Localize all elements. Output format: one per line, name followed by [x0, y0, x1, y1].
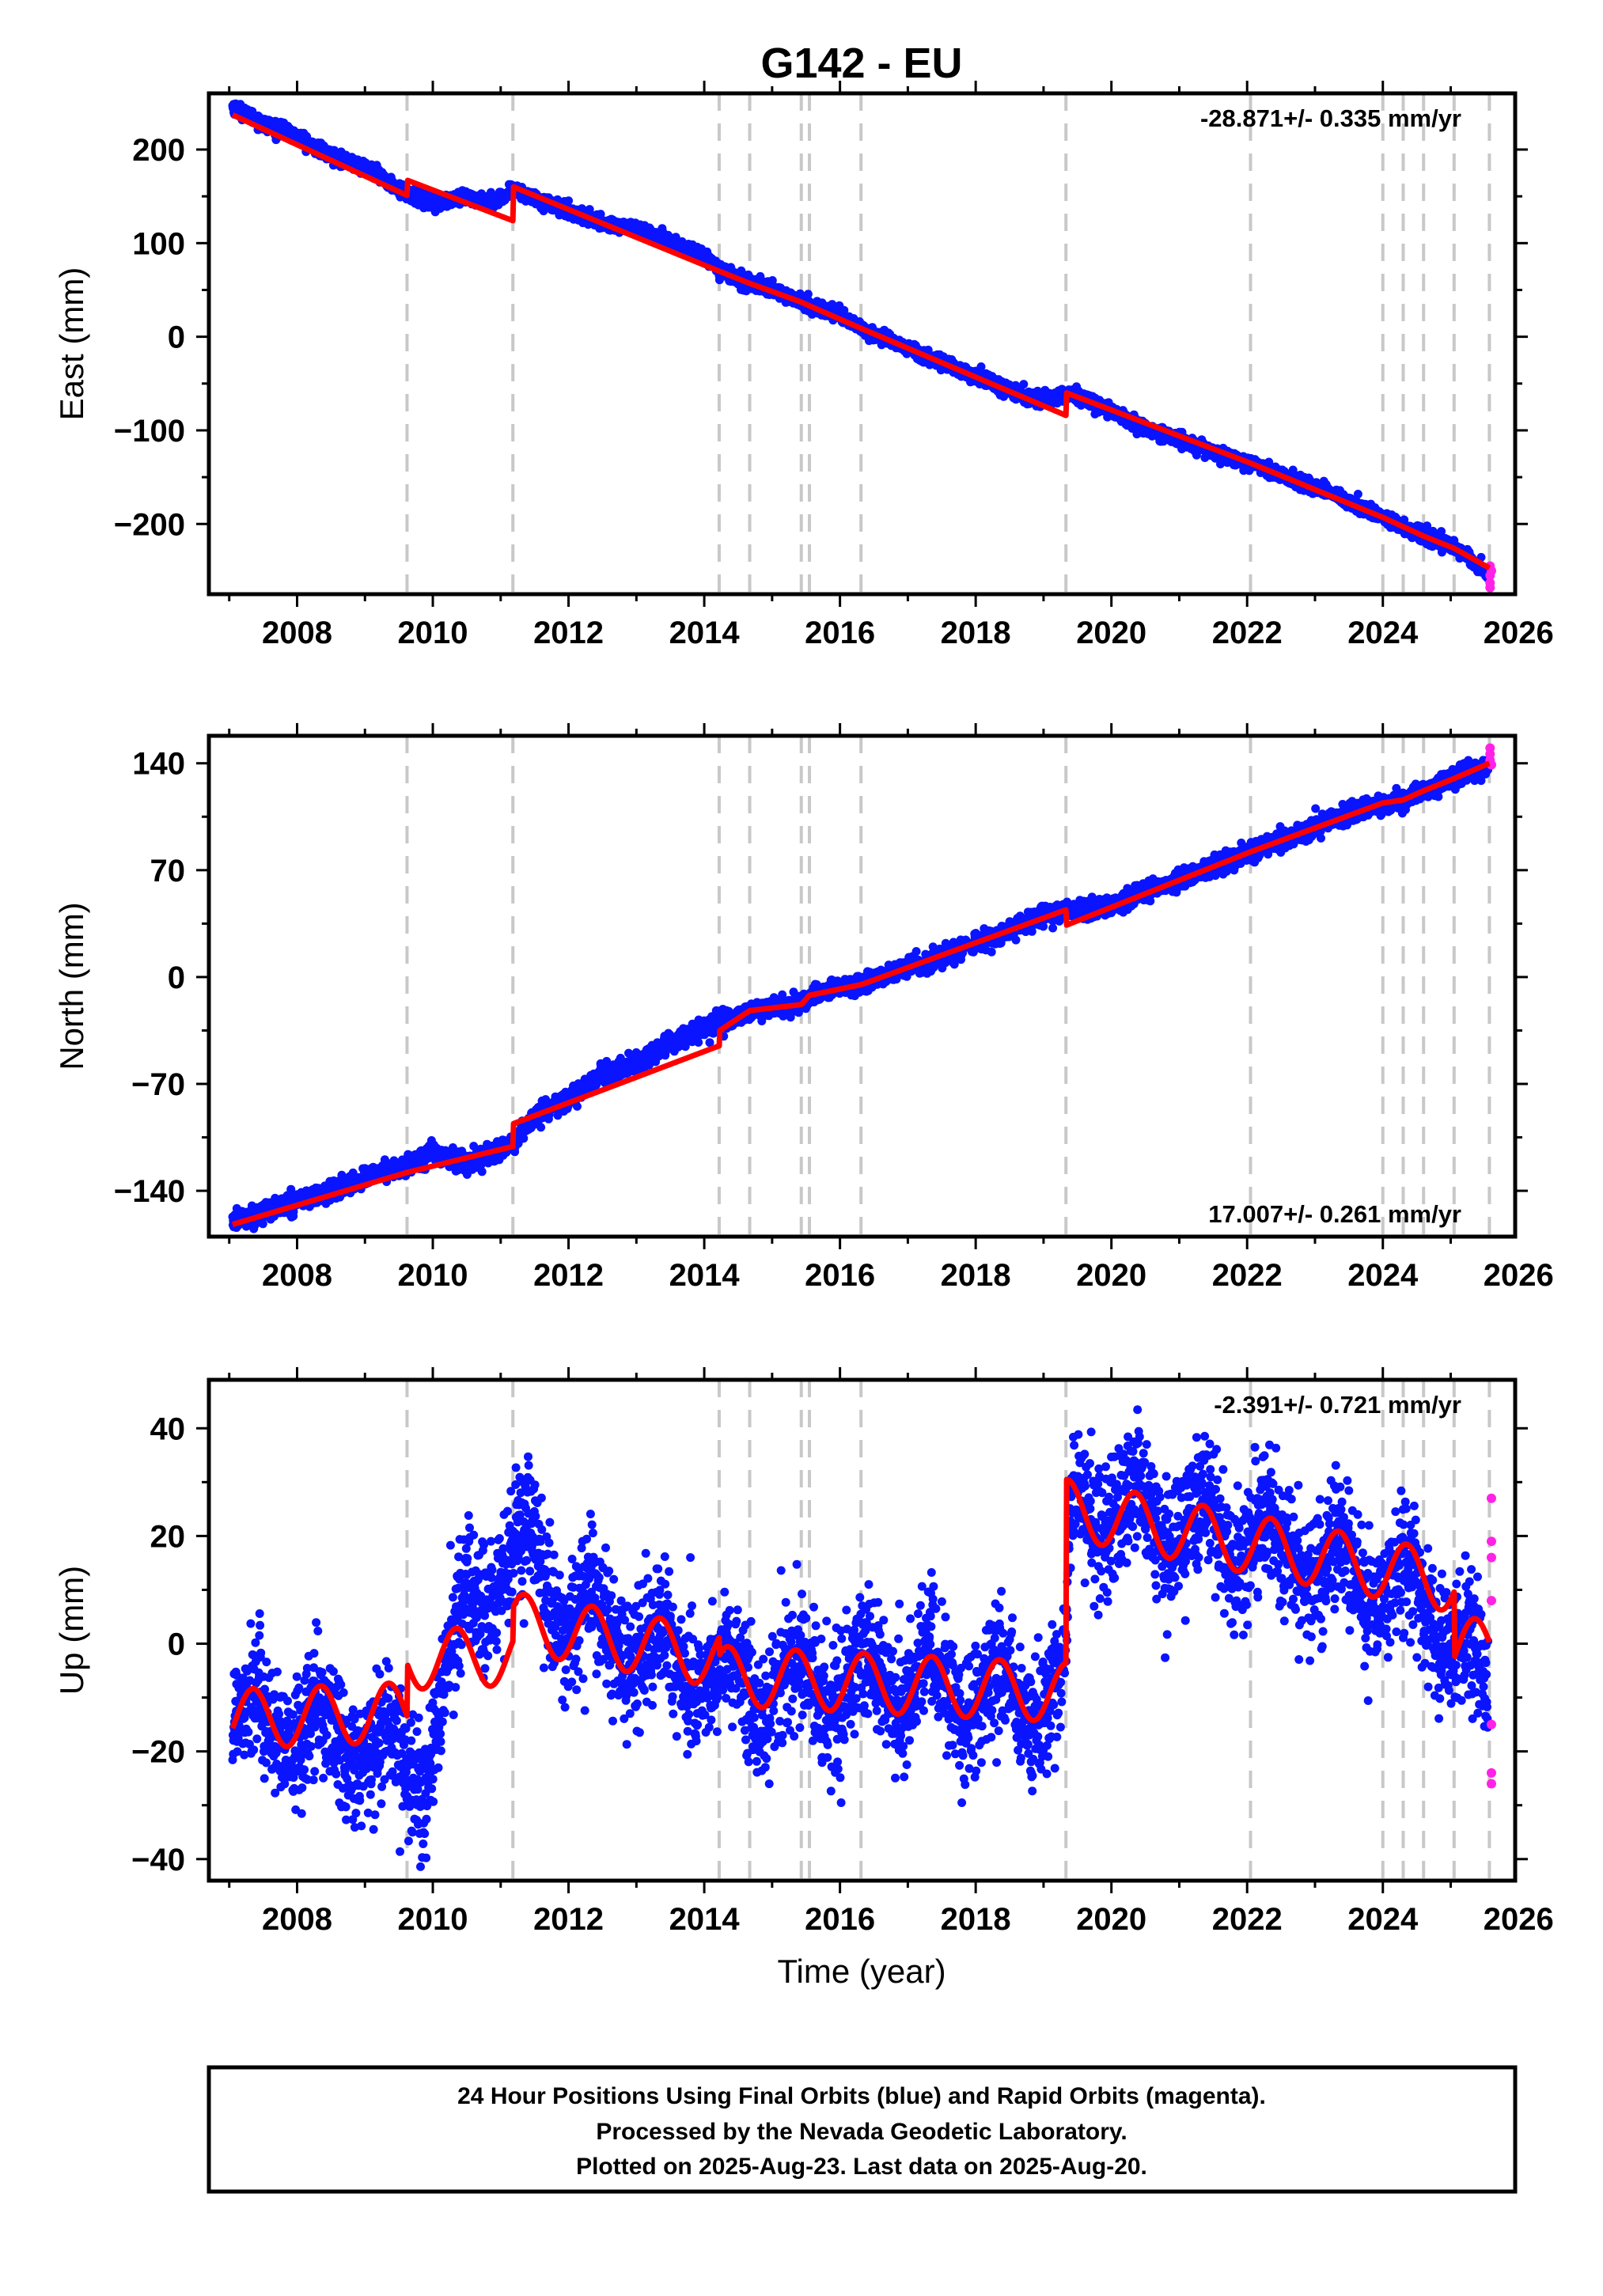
x-tick-label: 2008	[262, 616, 332, 650]
rapid-orbit-point	[1485, 582, 1495, 593]
x-tick-label: 2026	[1484, 616, 1554, 650]
final-orbit-point	[1019, 380, 1029, 389]
final-orbit-point	[539, 206, 548, 216]
y-tick-label: −100	[114, 414, 185, 449]
x-tick-label: 2018	[941, 616, 1011, 650]
velocity-label: -28.871+/- 0.335 mm/yr	[1200, 104, 1461, 132]
final-orbit-point	[976, 362, 986, 371]
final-orbit-point	[564, 196, 574, 206]
x-tick-label: 2014	[669, 616, 741, 650]
x-tick-label: 2020	[1076, 616, 1146, 650]
x-tick-label: 2016	[805, 616, 875, 650]
final-orbit-point	[767, 276, 777, 285]
y-tick-label: 0	[168, 320, 185, 355]
x-tick-label: 2022	[1212, 616, 1283, 650]
y-tick-label: −200	[114, 507, 185, 542]
east-panel: 2008 2010 2012 2014 2016 2018 2020 2022 2024 2026…	[53, 81, 1554, 650]
y-tick-label: 100	[132, 226, 185, 261]
y-tick-label: 200	[132, 133, 185, 168]
x-tick-label: 2012	[533, 616, 604, 650]
x-tick-label: 2010	[398, 616, 468, 650]
figure-title: G142 - EU	[760, 40, 962, 87]
final-orbit-point	[1353, 490, 1362, 498]
x-tick-label: 2024	[1347, 616, 1419, 650]
final-orbit-point	[803, 290, 813, 299]
y-axis-label: East (mm)	[53, 267, 90, 421]
